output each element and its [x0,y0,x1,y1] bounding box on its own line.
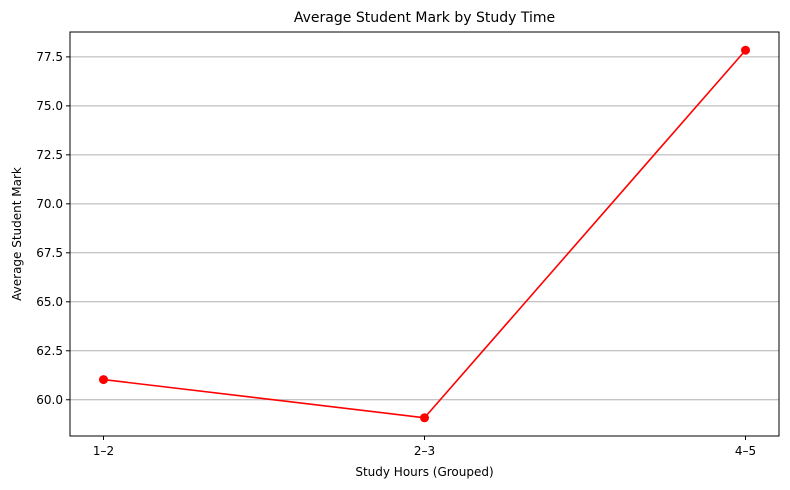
y-tick-label: 72.5 [36,148,63,162]
x-tick-label: 1–2 [93,444,114,458]
data-point [420,413,429,423]
y-tick-label: 77.5 [36,50,63,64]
x-tick-label: 4–5 [735,444,756,458]
y-tick-label: 62.5 [36,344,63,358]
y-tick-label: 60.0 [36,393,63,407]
x-axis-ticks: 1–2 2–3 4–5 [93,436,756,458]
data-point [99,375,108,385]
series-layer [99,45,750,423]
plot-area-frame [69,31,780,437]
data-point [741,45,750,55]
series-line [103,49,747,419]
y-tick-label: 70.0 [36,197,63,211]
y-axis-ticks: 60.0 62.5 65.0 67.5 70.0 72.5 75.0 77.5 [36,50,70,407]
chart-title: Average Student Mark by Study Time [294,10,555,26]
y-gridlines [70,56,779,401]
y-tick-label: 65.0 [36,295,63,309]
y-tick-label: 67.5 [36,246,63,260]
y-tick-label: 75.0 [36,99,63,113]
x-tick-label: 2–3 [414,444,435,458]
y-axis-label: Average Student Mark [10,167,24,301]
x-axis-label: Study Hours (Grouped) [355,465,493,479]
